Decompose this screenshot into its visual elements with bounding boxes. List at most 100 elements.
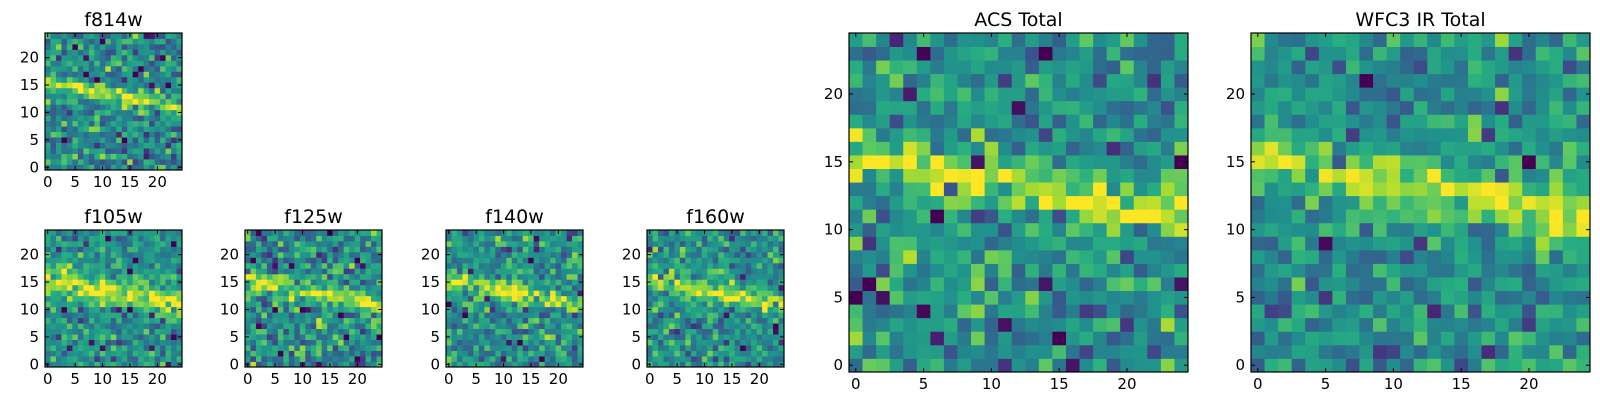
heatmap-cell <box>657 230 664 236</box>
heatmap-cell <box>88 268 95 275</box>
heatmap-cell <box>94 43 101 50</box>
heatmap-cell <box>577 290 584 297</box>
heatmap-cell <box>489 361 496 368</box>
heatmap-cell <box>1025 277 1040 292</box>
heatmap-cell <box>305 328 312 335</box>
heatmap-cell <box>740 235 747 242</box>
heatmap-cell <box>767 339 774 346</box>
heatmap-cell <box>971 344 985 359</box>
heatmap-cell <box>668 339 675 346</box>
heatmap-cell <box>45 76 51 83</box>
heatmap-cell <box>1025 195 1040 210</box>
heatmap-cell <box>489 262 496 269</box>
heatmap-cell <box>116 339 123 346</box>
heatmap-cell <box>88 251 95 258</box>
heatmap-cell <box>283 290 290 297</box>
heatmap-cell <box>522 350 529 357</box>
heatmap-cell <box>245 273 251 280</box>
heatmap-cell <box>332 230 339 236</box>
heatmap-cell <box>647 301 653 308</box>
heatmap-cell <box>160 284 166 291</box>
heatmap-cell <box>143 246 150 253</box>
heatmap-cell <box>332 356 339 362</box>
heatmap-cell <box>696 273 703 280</box>
heatmap-cell <box>690 356 697 362</box>
heatmap-cell <box>930 182 945 197</box>
heatmap-cell <box>849 317 863 332</box>
heatmap-cell <box>712 246 719 253</box>
heatmap-cell <box>332 246 339 253</box>
heatmap-cell <box>1278 155 1293 169</box>
heatmap-cell <box>550 317 556 324</box>
heatmap-cell <box>250 350 257 357</box>
heatmap-cell <box>72 284 79 291</box>
heatmap-cell <box>116 76 123 83</box>
heatmap-cell <box>338 279 345 286</box>
heatmap-cell <box>1481 60 1496 75</box>
heatmap-cell <box>1052 168 1067 183</box>
heatmap-cell <box>1332 73 1347 88</box>
heatmap-cell <box>1291 168 1306 183</box>
heatmap-cell <box>1481 290 1496 305</box>
heatmap-cell <box>371 339 377 346</box>
y-tick-label: 15 <box>220 273 239 291</box>
heatmap-cell <box>723 235 730 242</box>
heatmap-cell <box>171 159 177 165</box>
heatmap-cell <box>462 312 469 319</box>
heatmap-cell <box>171 323 177 330</box>
heatmap-cell <box>511 301 518 308</box>
heatmap-cell <box>66 43 73 50</box>
heatmap-cell <box>778 273 785 280</box>
heatmap-cell <box>862 236 877 251</box>
heatmap-cell <box>1106 317 1121 332</box>
heatmap-cell <box>652 306 659 313</box>
heatmap-cell <box>1120 168 1135 183</box>
heatmap-cell <box>1576 317 1591 332</box>
heatmap-cell <box>506 295 513 302</box>
heatmap-cell <box>751 251 757 258</box>
heatmap-cell <box>83 87 90 94</box>
heatmap-cell <box>544 339 551 346</box>
heatmap-cell <box>77 153 84 160</box>
heatmap-cell <box>745 273 752 280</box>
heatmap-cell <box>740 279 747 286</box>
heatmap-cell <box>50 159 57 165</box>
heatmap-cell <box>1359 317 1374 332</box>
heatmap-cell <box>1535 317 1550 332</box>
heatmap-cell <box>500 251 507 258</box>
heatmap-cell <box>121 104 128 111</box>
heatmap-cell <box>577 350 584 357</box>
heatmap-cell <box>1079 87 1094 102</box>
heatmap-cell <box>283 323 290 330</box>
heatmap-cells <box>446 230 584 368</box>
heatmap-cell <box>1305 317 1320 332</box>
heatmap-cell <box>72 131 79 138</box>
heatmap-cell <box>1373 344 1387 359</box>
heatmap-cell <box>729 257 736 264</box>
heatmap-cell <box>143 345 150 351</box>
heatmap-cell <box>110 126 117 133</box>
heatmap-cell <box>305 284 312 291</box>
heatmap-cell <box>105 273 112 280</box>
heatmap-cell <box>473 350 480 357</box>
heatmap-cell <box>294 257 301 264</box>
heatmap-cell <box>176 126 183 133</box>
heatmap-cell <box>154 262 161 269</box>
heatmap-cell <box>903 100 918 115</box>
heatmap-cell <box>250 273 257 280</box>
heatmap-cell <box>294 301 301 308</box>
heatmap-cell <box>707 268 714 275</box>
heatmap-cell <box>762 240 768 247</box>
heatmap-cell <box>668 251 675 258</box>
heatmap-cell <box>1011 100 1026 115</box>
heatmap-cell <box>343 262 350 269</box>
heatmap-cell <box>734 268 741 275</box>
heatmap-cell <box>707 273 714 280</box>
heatmap-cell <box>456 301 463 308</box>
heatmap-cell <box>299 317 306 324</box>
heatmap-cell <box>1345 168 1360 183</box>
heatmap-cell <box>1038 236 1053 251</box>
heatmap-cell <box>266 356 273 362</box>
heatmap-cell <box>1065 344 1080 359</box>
heatmap-cell <box>1079 236 1094 251</box>
